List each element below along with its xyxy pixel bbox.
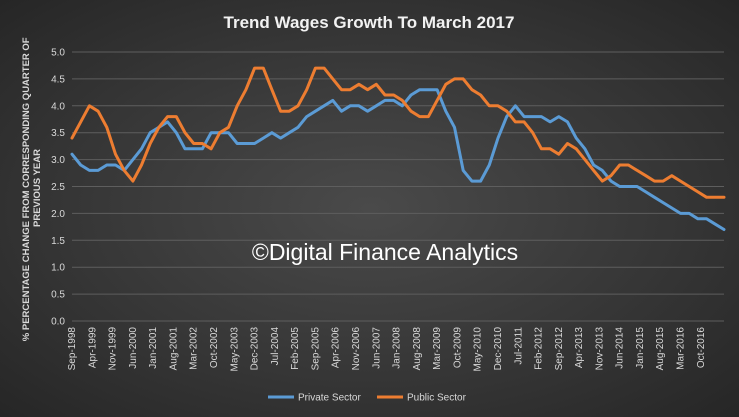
x-tick-label: Mar-2002 [189,327,200,370]
y-tick-label: 4.5 [51,74,65,85]
x-tick-label: Mar-2016 [676,327,687,370]
x-tick-label: Feb-2005 [290,327,301,370]
x-tick-label: Dec-2010 [493,327,504,371]
series-lines [70,66,726,231]
watermark-text: ©Digital Finance Analytics [252,239,518,265]
x-tick-label: Jan-2008 [392,327,403,369]
legend: Private Sector Public Sector [268,393,467,404]
gridlines [72,51,724,322]
legend-label: Public Sector [407,393,467,404]
y-tick-label: 5.0 [51,48,65,59]
legend-label: Private Sector [298,393,361,404]
x-tick-label: Jun-2007 [371,327,382,369]
x-tick-label: Mar-2009 [432,327,443,370]
x-tick-label: Oct-2016 [696,327,707,369]
x-tick-label: Jun-2000 [128,327,139,369]
x-tick-label: Oct-2009 [452,327,463,369]
x-tick-label: Apr-1999 [87,327,98,369]
y-tick-label: 3.0 [51,155,65,166]
x-tick-label: Sep-1998 [67,327,78,371]
x-tick-label: Aug-2015 [655,327,666,371]
y-axis-label: % PERCENTAGE CHANGE FROM CORRESPONDING Q… [21,35,43,341]
x-tick-label: Feb-2012 [534,327,545,370]
x-tick-label: Jan-2015 [635,327,646,369]
y-tick-label: 1.0 [51,263,65,274]
x-tick-label: Aug-2001 [168,327,179,371]
series-line-public [70,66,726,199]
x-tick-label: Nov-1999 [108,327,119,371]
x-axis-ticks: Sep-1998 Apr-1999 Nov-1999 Jun-2000 Jan-2001… [67,327,707,372]
y-tick-label: 1.5 [51,236,65,247]
x-tick-label: Oct-2002 [209,327,220,369]
x-tick-label: Dec-2003 [250,327,261,371]
y-axis-ticks: 0.0 0.5 1.0 1.5 2.0 2.5 3.0 3.5 4.0 4.5 5.0 [51,48,65,328]
series-line-private [70,88,726,231]
x-tick-label: Sep-2012 [554,327,565,371]
y-tick-label: 3.5 [51,128,65,139]
x-tick-label: Apr-2006 [331,327,342,369]
y-tick-label: 2.0 [51,209,65,220]
y-tick-label: 4.0 [51,101,65,112]
x-tick-label: Nov-2013 [594,327,605,371]
x-tick-label: May-2010 [473,327,484,372]
x-tick-label: Jan-2001 [148,327,159,369]
x-tick-label: Sep-2005 [310,327,321,371]
y-tick-label: 2.5 [51,182,65,193]
x-tick-label: Apr-2013 [574,327,585,369]
x-tick-label: Aug-2008 [412,327,423,371]
x-tick-label: Jun-2014 [615,327,626,369]
x-tick-label: Jul-2011 [513,327,524,365]
chart-title: Trend Wages Growth To March 2017 [224,13,515,32]
x-tick-label: May-2003 [229,327,240,372]
y-tick-label: 0.0 [51,317,65,328]
x-tick-label: Jul-2004 [270,327,281,366]
x-tick-label: Nov-2006 [351,327,362,371]
y-tick-label: 0.5 [51,290,65,301]
